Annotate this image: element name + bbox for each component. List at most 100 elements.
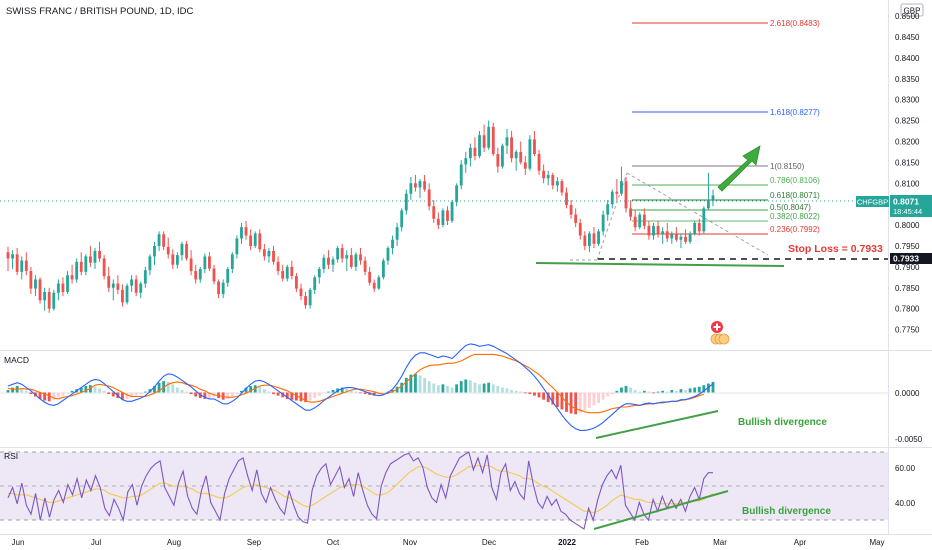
candle-body[interactable] [189,258,193,272]
candle-body[interactable] [98,250,101,259]
candle-body[interactable] [565,192,568,206]
candle-body[interactable] [143,270,147,284]
candle-body[interactable] [542,170,546,179]
candle-body[interactable] [601,214,605,232]
candle-body[interactable] [487,126,491,148]
candle-body[interactable] [175,255,179,265]
candle-body[interactable] [606,204,610,215]
candle-body[interactable] [294,276,298,289]
candle-body[interactable] [386,248,390,261]
candle-body[interactable] [171,254,175,265]
time-axis[interactable]: Jun Jul Aug Sep Oct Nov Dec 2022 Feb Mar Apr May [12,538,885,547]
candle-body[interactable] [423,181,427,190]
candle-body[interactable] [638,214,642,228]
candle-body[interactable] [148,256,152,271]
candle-body[interactable] [20,260,24,272]
candle-body[interactable] [267,250,271,257]
candle-body[interactable] [185,243,188,259]
candle-body[interactable] [464,158,468,165]
candle-body[interactable] [107,276,111,288]
candle-body[interactable] [317,268,321,278]
candle-body[interactable] [38,279,42,301]
candle-body[interactable] [693,222,697,234]
candle-body[interactable] [47,291,51,309]
candle-body[interactable] [354,254,358,267]
candle-body[interactable] [661,231,665,235]
candle-body[interactable] [647,225,651,236]
candle-body[interactable] [29,271,33,289]
candle-body[interactable] [523,162,527,169]
candle-body[interactable] [505,137,509,146]
candle-body[interactable] [688,233,692,242]
candle-body[interactable] [468,147,472,159]
candle-body[interactable] [697,222,701,232]
candle-body[interactable] [629,208,633,217]
candle-body[interactable] [157,234,161,246]
candle-body[interactable] [533,139,536,155]
candle-body[interactable] [418,181,422,188]
candle-body[interactable] [180,243,184,256]
macd-line[interactable] [7,343,714,431]
candle-body[interactable] [702,208,706,232]
candle-body[interactable] [52,292,56,309]
candle-body[interactable] [253,233,257,246]
candle-body[interactable] [125,285,129,303]
candle-body[interactable] [75,261,79,280]
candle-body[interactable] [240,227,243,239]
candle-body[interactable] [615,191,619,194]
candle-body[interactable] [43,291,47,301]
candle-body[interactable] [496,154,500,167]
candle-body[interactable] [299,288,303,297]
candle-body[interactable] [400,210,404,228]
candle-body[interactable] [322,257,326,269]
candle-body[interactable] [244,227,248,236]
candle-body[interactable] [455,185,459,203]
candle-body[interactable] [436,218,440,226]
candle-body[interactable] [6,252,10,259]
candle-body[interactable] [409,183,413,194]
candle-body[interactable] [372,282,376,289]
candle-body[interactable] [665,231,669,239]
candle-body[interactable] [633,216,637,228]
candle-body[interactable] [555,181,559,186]
candle-body[interactable] [84,256,88,272]
candle-body[interactable] [674,234,678,240]
candle-body[interactable] [166,246,170,255]
candle-body[interactable] [276,261,280,272]
candle-body[interactable] [102,258,106,277]
candle-body[interactable] [230,254,234,269]
candle-body[interactable] [281,271,285,279]
candle-body[interactable] [313,277,317,290]
candle-body[interactable] [235,238,239,255]
candle-body[interactable] [56,283,60,293]
candle-body[interactable] [587,233,591,246]
candle-body[interactable] [656,225,660,235]
candle-body[interactable] [491,126,495,155]
candle-body[interactable] [349,255,353,267]
candle-body[interactable] [711,195,715,200]
candle-body[interactable] [473,147,477,157]
candle-body[interactable] [272,250,275,262]
candle-body[interactable] [546,174,550,179]
candle-body[interactable] [459,164,463,186]
candle-body[interactable] [262,249,266,257]
candle-body[interactable] [134,279,138,293]
candle-body[interactable] [404,193,408,211]
candle-body[interactable] [624,181,628,209]
candle-body[interactable] [679,236,683,240]
candle-body[interactable] [340,248,344,259]
candle-body[interactable] [610,191,614,205]
candle-body[interactable] [391,239,394,249]
candle-body[interactable] [11,254,14,259]
candle-body[interactable] [707,199,710,209]
candle-body[interactable] [478,135,481,157]
macd-divergence-line[interactable] [595,410,719,439]
candle-body[interactable] [583,235,587,246]
candle-body[interactable] [359,254,362,261]
candle-body[interactable] [61,283,65,292]
candle-body[interactable] [15,254,19,272]
candle-body[interactable] [569,205,573,215]
candle-body[interactable] [592,233,596,244]
candle-body[interactable] [514,151,518,159]
candle-body[interactable] [427,189,431,207]
